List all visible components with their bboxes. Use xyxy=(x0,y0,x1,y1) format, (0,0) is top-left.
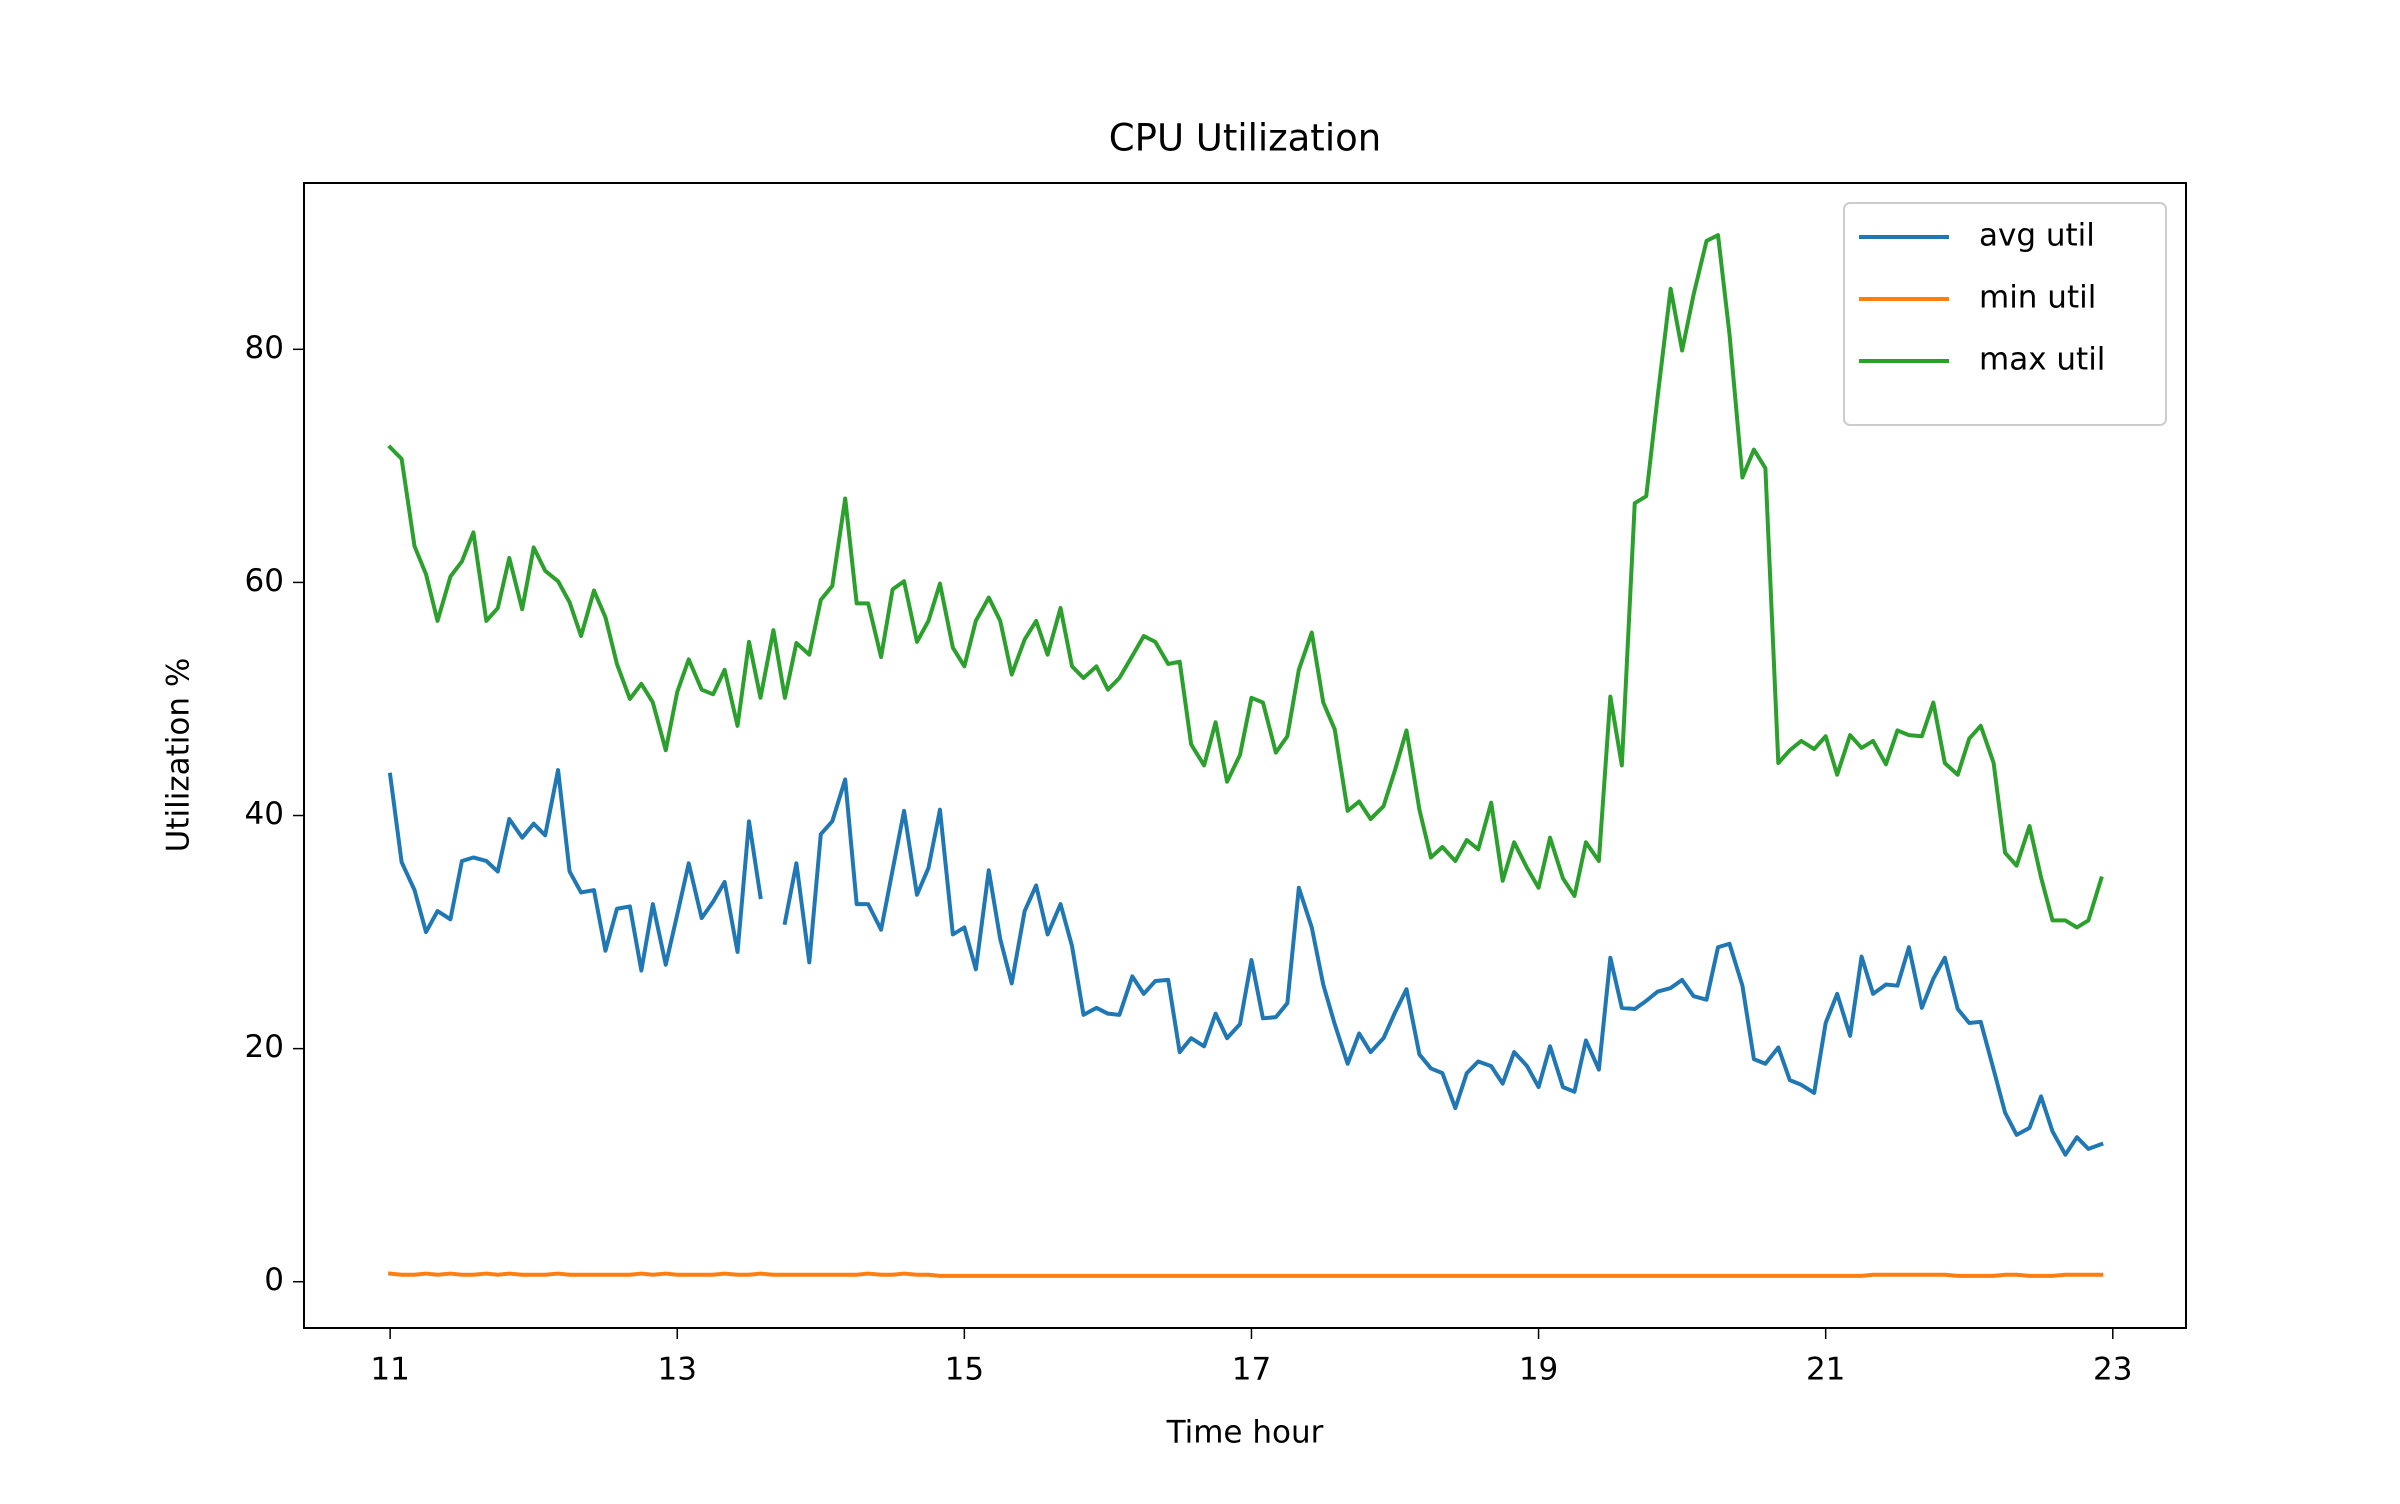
y-tick-label: 40 xyxy=(245,796,284,832)
legend-label: max util xyxy=(1979,342,2105,378)
legend-label: min util xyxy=(1979,280,2096,316)
chart-title: CPU Utilization xyxy=(1109,117,1381,160)
y-tick-label: 0 xyxy=(264,1262,284,1298)
y-tick-label: 60 xyxy=(245,563,284,599)
legend-label: avg util xyxy=(1979,218,2095,254)
x-tick-label: 21 xyxy=(1806,1352,1845,1388)
y-axis-label: Utilization % xyxy=(161,658,197,853)
x-tick-label: 13 xyxy=(658,1352,697,1388)
x-tick-label: 17 xyxy=(1232,1352,1271,1388)
plot-frame xyxy=(303,182,2187,1329)
x-tick-label: 23 xyxy=(2093,1352,2132,1388)
series-line xyxy=(387,233,2104,930)
x-tick-label: 15 xyxy=(945,1352,984,1388)
y-tick-label: 20 xyxy=(245,1029,284,1065)
x-tick-label: 19 xyxy=(1519,1352,1558,1388)
y-tick-label: 80 xyxy=(245,330,284,366)
series-line xyxy=(387,768,2104,1157)
legend-box xyxy=(1843,202,2167,426)
x-tick-label: 11 xyxy=(370,1352,409,1388)
x-axis-label: Time hour xyxy=(1166,1415,1324,1451)
legend: avg util min util max util xyxy=(1843,202,2167,426)
series-line xyxy=(387,1271,2104,1278)
